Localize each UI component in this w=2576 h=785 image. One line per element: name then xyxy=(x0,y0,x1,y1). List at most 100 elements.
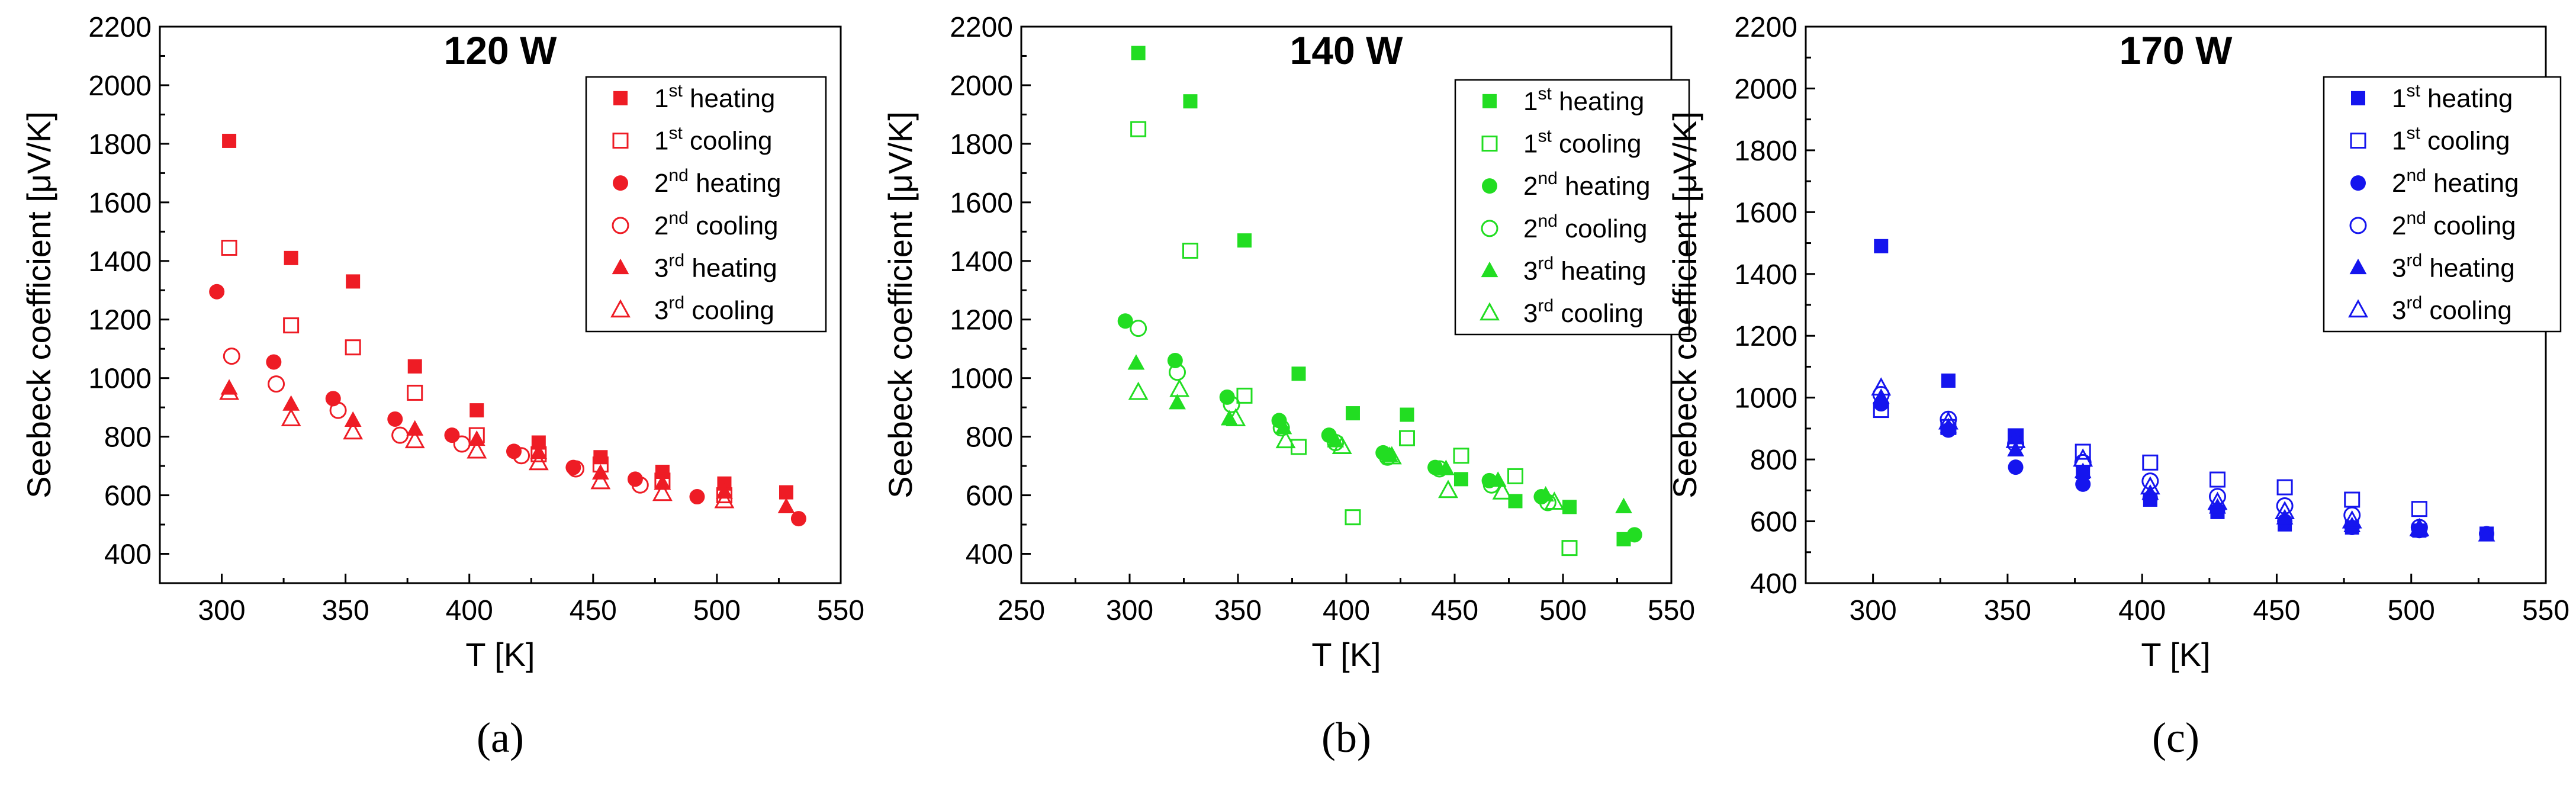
y-tick-label: 1000 xyxy=(950,363,1013,395)
legend-ordinal: 1 xyxy=(2392,84,2406,113)
data-point xyxy=(779,485,793,500)
data-point xyxy=(2478,526,2495,542)
legend-marker xyxy=(612,258,629,275)
legend-ordinal: 1 xyxy=(654,84,668,113)
legend-entry: 1st cooling xyxy=(1523,127,1642,159)
data-point xyxy=(1236,387,1253,404)
data-point xyxy=(1345,406,1360,421)
data-point xyxy=(1275,419,1292,435)
plot-frame xyxy=(159,25,842,584)
data-point xyxy=(2075,476,2091,492)
data-point xyxy=(2005,430,2026,448)
legend-marker xyxy=(2349,217,2367,234)
panel-caption: (a) xyxy=(477,714,524,761)
legend-ordinal-suffix: nd xyxy=(2406,166,2426,185)
legend-marker xyxy=(2350,175,2366,191)
y-tick-label: 1800 xyxy=(88,129,152,160)
legend-box xyxy=(585,76,827,333)
legend-entry: 1st cooling xyxy=(2392,124,2510,156)
legend-entry: 2nd cooling xyxy=(1523,211,1648,243)
data-point xyxy=(2342,510,2362,529)
data-point xyxy=(1291,366,1306,381)
data-point xyxy=(2008,459,2024,475)
legend-entry: 3rd heating xyxy=(1523,254,1646,286)
y-tick-label: 1600 xyxy=(1734,197,1797,229)
data-point xyxy=(220,379,238,395)
x-tick-label: 450 xyxy=(570,595,617,626)
data-point xyxy=(631,476,649,494)
data-point xyxy=(407,384,423,401)
series-3rd-heating xyxy=(1127,354,1632,513)
legend-entry: 3rd cooling xyxy=(1523,296,1644,328)
data-point xyxy=(1128,381,1149,400)
legend-ordinal: 2 xyxy=(654,211,668,240)
data-point xyxy=(1872,388,1890,404)
data-point xyxy=(2073,448,2093,467)
data-point xyxy=(2410,521,2428,537)
y-tick-label: 1800 xyxy=(1734,136,1797,167)
data-point xyxy=(1400,407,1414,422)
legend-ordinal: 1 xyxy=(1523,130,1538,159)
data-point xyxy=(281,408,301,427)
legend-entry: 2nd cooling xyxy=(654,208,779,240)
y-tick-label: 2200 xyxy=(88,12,152,43)
legend-marker xyxy=(610,299,631,318)
data-point xyxy=(406,420,424,436)
data-point xyxy=(2074,462,2092,478)
legend-ordinal-suffix: nd xyxy=(668,166,688,185)
legend-ordinal-suffix: nd xyxy=(1538,169,1557,188)
data-point xyxy=(2142,454,2159,471)
data-point xyxy=(2275,501,2295,519)
data-point xyxy=(2344,491,2360,508)
data-point xyxy=(209,284,225,300)
chart-panel-3: 300 350 400 450 500 550 400 600 800 1000 1200 1400 1… xyxy=(1666,12,2569,761)
data-point xyxy=(2276,509,2294,525)
legend-marker xyxy=(1482,94,1497,108)
data-point xyxy=(1130,320,1147,337)
series-1st-cooling xyxy=(221,240,732,504)
legend-box xyxy=(1454,79,1690,336)
legend-marker xyxy=(1480,302,1500,321)
legend-ordinal-suffix: st xyxy=(668,81,683,101)
y-tick-label: 1400 xyxy=(1734,259,1797,291)
legend-text: heating xyxy=(2420,84,2513,113)
x-tick-label: 400 xyxy=(2118,595,2166,626)
legend-ordinal-suffix: nd xyxy=(2406,208,2426,228)
data-point xyxy=(1398,430,1415,446)
data-point xyxy=(790,511,806,527)
legend-entry: 1st heating xyxy=(1523,84,1644,116)
data-point xyxy=(1941,373,1956,388)
x-tick-label: 500 xyxy=(693,595,741,626)
x-tick-label: 450 xyxy=(2253,595,2300,626)
data-point xyxy=(1223,395,1240,413)
data-point xyxy=(1438,480,1458,498)
data-point xyxy=(1169,363,1186,381)
panel-caption: (b) xyxy=(1321,714,1371,761)
data-point xyxy=(1507,468,1523,484)
y-tick-label: 1200 xyxy=(1734,321,1797,352)
data-point xyxy=(284,250,298,265)
data-point xyxy=(1169,378,1190,397)
legend-ordinal: 2 xyxy=(2392,169,2406,198)
legend-ordinal: 2 xyxy=(2392,211,2406,240)
legend-marker xyxy=(613,91,628,105)
data-point xyxy=(1544,491,1565,510)
x-tick-label: 400 xyxy=(1323,595,1370,626)
y-tick-label: 800 xyxy=(1750,445,1797,476)
data-point xyxy=(1345,509,1361,526)
series-2nd-cooling xyxy=(1872,385,2428,536)
legend-marker xyxy=(1481,220,1498,237)
data-point xyxy=(444,427,460,443)
y-tick-label: 600 xyxy=(104,481,152,512)
data-point xyxy=(346,274,361,289)
legend-ordinal: 3 xyxy=(654,296,668,325)
series-2nd-cooling xyxy=(223,348,649,494)
legend-ordinal-suffix: rd xyxy=(2406,293,2422,313)
legend-ordinal: 3 xyxy=(2392,296,2406,325)
y-tick-label: 400 xyxy=(104,539,152,571)
legend-entry: 3rd heating xyxy=(2392,251,2515,283)
legend-entry: 2nd heating xyxy=(2392,166,2519,198)
data-point xyxy=(1169,394,1186,410)
